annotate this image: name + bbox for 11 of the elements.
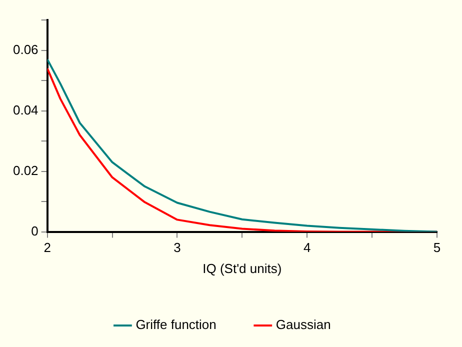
y-tick-label: 0.04 <box>12 102 38 118</box>
legend-label: Gaussian <box>276 317 331 332</box>
legend-label: Griffe function <box>136 317 216 332</box>
y-tick-label: 0 <box>31 223 38 238</box>
y-tick-label: 0.06 <box>12 42 38 57</box>
y-tick-label: 0.02 <box>12 162 38 178</box>
x-tick-label: 5 <box>433 240 441 256</box>
x-axis-title: IQ (St'd units) <box>202 260 282 276</box>
x-tick-label: 3 <box>174 240 181 256</box>
x-tick-label: 2 <box>44 240 51 256</box>
x-tick-label: 4 <box>303 240 311 256</box>
